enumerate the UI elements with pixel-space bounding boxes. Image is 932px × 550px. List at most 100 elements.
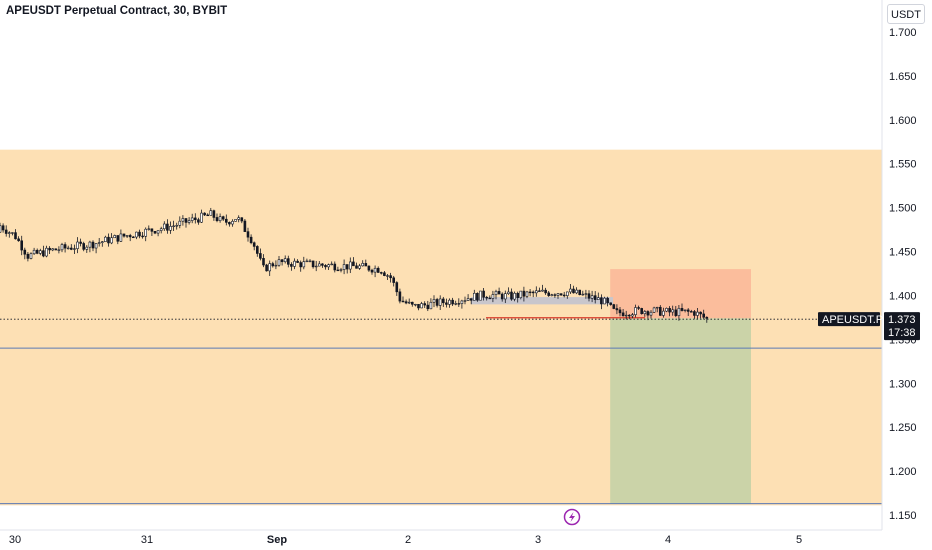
candle	[45, 245, 48, 258]
candle	[88, 240, 92, 253]
take-profit-zone[interactable]	[610, 318, 751, 504]
candle	[544, 287, 547, 295]
candle	[658, 305, 662, 317]
candle-body	[156, 230, 160, 234]
candle	[550, 293, 554, 297]
candle-body	[352, 261, 355, 267]
candle	[525, 290, 529, 299]
candle-body	[454, 303, 458, 305]
candle	[472, 289, 476, 301]
candle-body	[414, 303, 417, 306]
candle	[454, 300, 458, 306]
candle	[218, 213, 222, 223]
candle	[345, 264, 349, 274]
candle-body	[290, 264, 293, 267]
x-tick-label: 4	[665, 534, 671, 546]
lightning-icon[interactable]	[563, 508, 581, 526]
candle-body	[45, 247, 48, 257]
candle-body	[500, 293, 504, 300]
candle-body	[401, 300, 405, 303]
level-box[interactable]	[471, 297, 613, 305]
candle-body	[445, 302, 448, 305]
candle-body	[460, 300, 464, 304]
candle-body	[212, 210, 216, 218]
candle-body	[88, 241, 92, 248]
candle	[590, 290, 594, 303]
candle-body	[271, 263, 275, 267]
candle-body	[438, 298, 442, 306]
candle	[541, 284, 544, 292]
candle	[680, 303, 684, 312]
candle-body	[255, 246, 259, 254]
chart-title: APEUSDT Perpetual Contract, 30, BYBIT	[6, 5, 228, 17]
candle	[457, 298, 461, 307]
candle	[643, 310, 647, 317]
symbol-label: APEUSDT.P	[822, 314, 883, 326]
candle	[646, 310, 650, 321]
candle	[407, 298, 411, 305]
candle	[271, 261, 275, 268]
candle-body	[274, 264, 278, 267]
candle-body	[671, 309, 675, 313]
candle-body	[646, 311, 650, 316]
candle-body	[135, 231, 138, 238]
candle-body	[606, 297, 609, 304]
candle	[488, 295, 492, 300]
candle-body	[345, 264, 349, 270]
stop-loss-zone[interactable]	[610, 269, 751, 319]
currency-button[interactable]: USDT	[887, 4, 925, 24]
candle	[156, 230, 160, 237]
candle	[138, 229, 141, 239]
candle	[255, 245, 259, 257]
candle	[637, 305, 640, 310]
candle-body	[240, 217, 244, 222]
candle-body	[494, 291, 498, 295]
candle-body	[652, 307, 656, 313]
candle-body	[280, 259, 284, 263]
candle	[333, 261, 337, 273]
candle-body	[172, 225, 175, 227]
candle	[466, 294, 470, 301]
candle	[1, 223, 5, 233]
x-tick-label: 3	[535, 534, 541, 546]
candle	[510, 288, 513, 301]
candle-body	[361, 263, 365, 267]
candle-body	[590, 295, 594, 299]
candle-body	[94, 243, 98, 249]
candle	[11, 232, 14, 236]
candle-body	[8, 232, 11, 234]
x-tick-label: 5	[796, 534, 802, 546]
candle	[668, 306, 671, 317]
candle	[110, 233, 113, 245]
candle-body	[379, 272, 383, 274]
candle	[339, 267, 343, 273]
candle	[705, 316, 709, 323]
candle-body	[451, 299, 454, 305]
candle	[361, 260, 365, 267]
candle	[352, 257, 355, 267]
candle-body	[190, 217, 194, 221]
candle	[596, 292, 600, 300]
candle-body	[141, 235, 144, 238]
candle	[225, 214, 228, 226]
candle	[54, 248, 58, 251]
candle-body	[48, 247, 51, 251]
candle-body	[246, 231, 250, 238]
candle	[655, 306, 659, 313]
candle	[649, 310, 653, 319]
candle-body	[603, 297, 606, 305]
candle	[494, 289, 498, 300]
candle	[451, 297, 454, 307]
candle	[0, 222, 2, 233]
candle	[395, 281, 399, 296]
candle-body	[215, 217, 219, 221]
candle-body	[482, 290, 485, 298]
candle-body	[225, 218, 228, 223]
candle	[184, 218, 188, 228]
candle	[336, 266, 340, 272]
candle	[299, 260, 303, 272]
candle	[159, 226, 163, 234]
y-tick-label: 1.400	[889, 290, 917, 302]
